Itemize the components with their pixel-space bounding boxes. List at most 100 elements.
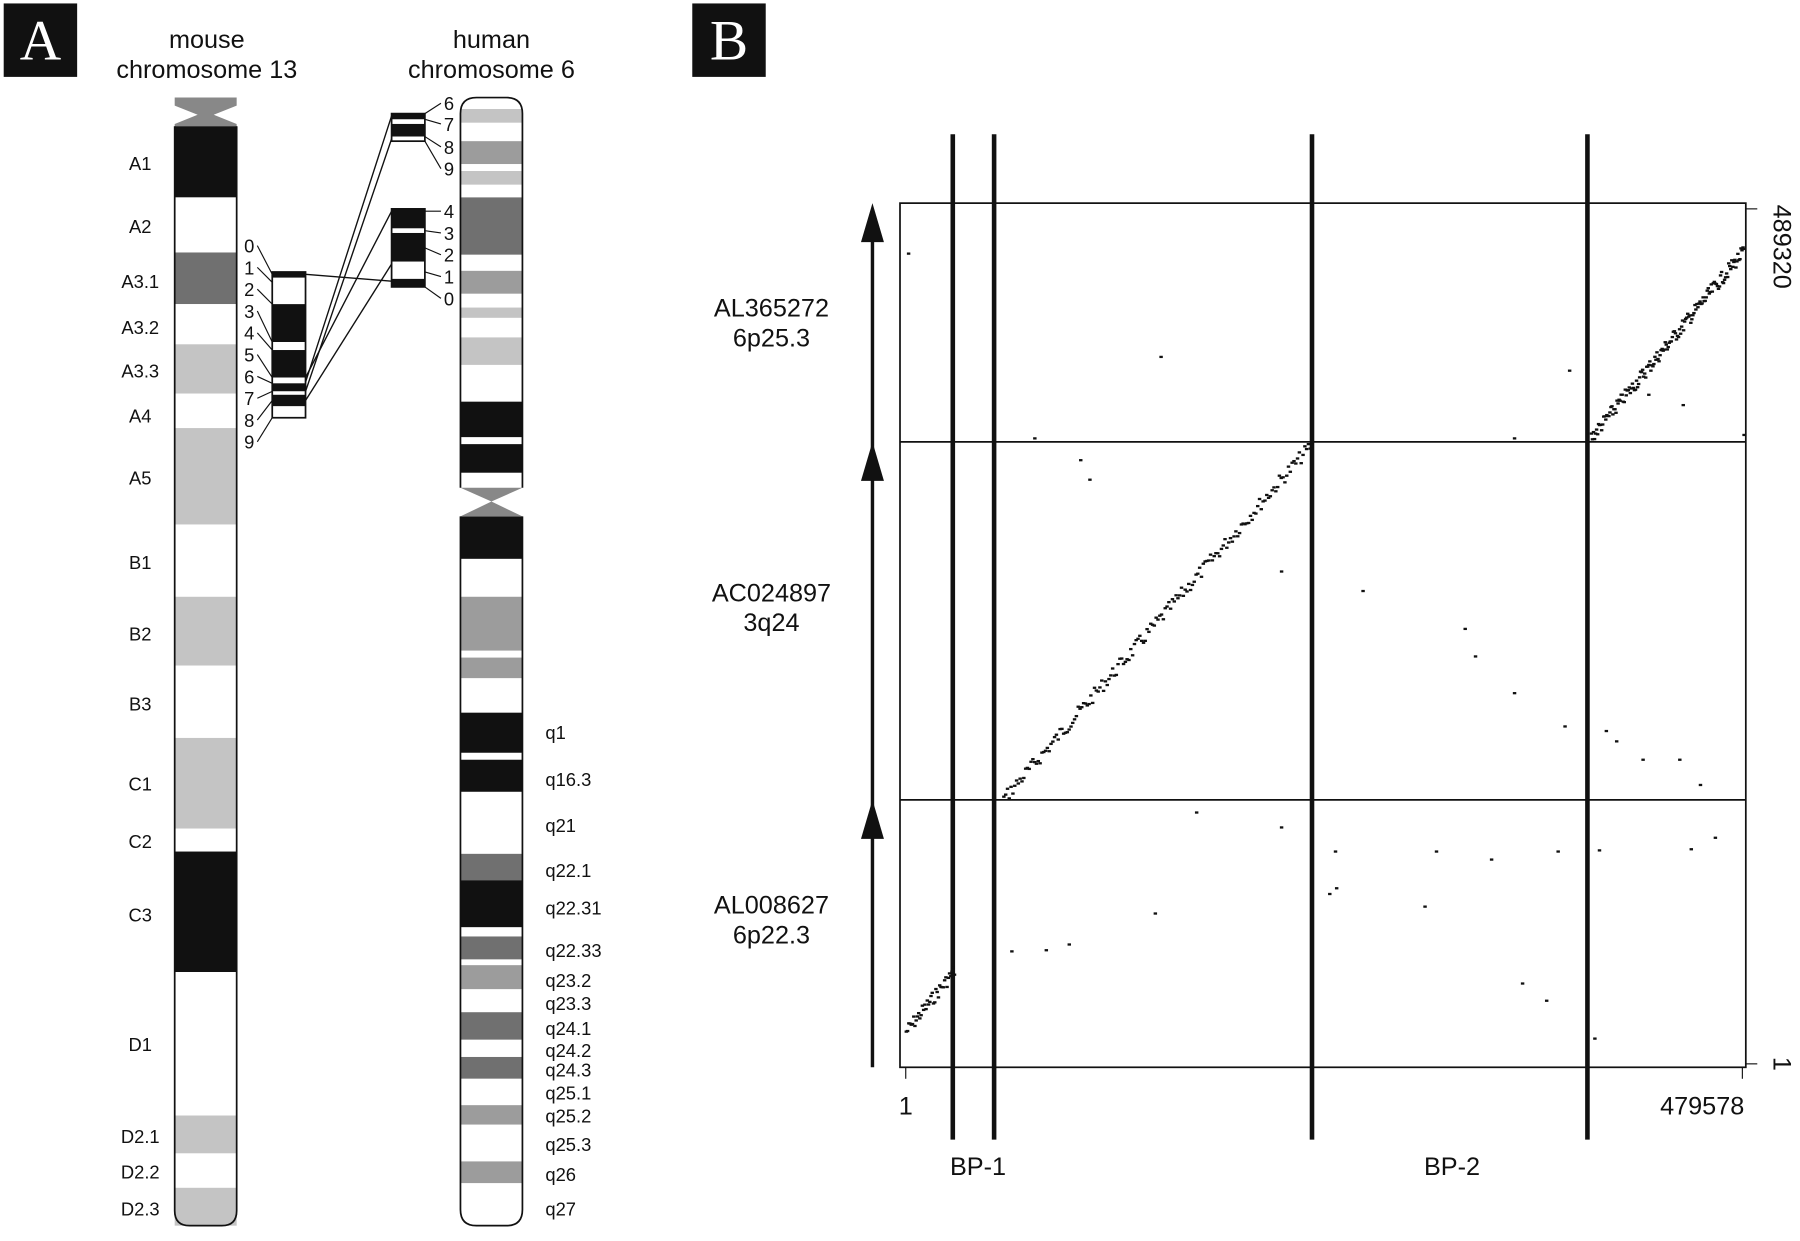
band — [460, 959, 523, 966]
alignment-dot — [1141, 641, 1146, 644]
alignment-dot — [1672, 330, 1677, 333]
alignment-dot — [1684, 316, 1689, 319]
alignment-dot — [1219, 547, 1224, 551]
marker-leader — [256, 310, 273, 343]
marker-label: 8 — [444, 137, 454, 158]
alignment-dot — [1710, 290, 1715, 293]
band — [174, 596, 237, 666]
marker-leader — [257, 390, 273, 399]
alignment-dot — [946, 976, 951, 980]
alignment-dot — [1640, 368, 1645, 371]
alignment-dot — [1272, 486, 1276, 489]
alignment-dot — [1630, 382, 1635, 385]
alignment-dot — [1096, 690, 1100, 693]
alignment-dot — [1246, 521, 1251, 525]
band-label: A1 — [129, 153, 151, 174]
alignment-dot — [1197, 566, 1202, 569]
alignment-dot — [1081, 702, 1086, 705]
alignment-dot — [1034, 762, 1039, 765]
alignment-dot — [951, 966, 955, 969]
alignment-dot — [1170, 598, 1175, 601]
alignment-dot — [933, 1001, 937, 1004]
band — [460, 293, 523, 308]
band-label: A3.3 — [121, 361, 159, 382]
alignment-dot — [1154, 616, 1158, 619]
alignment-dot — [1067, 728, 1071, 731]
alignment-dot — [1174, 594, 1178, 597]
band-label: B1 — [129, 552, 151, 573]
alignment-dot — [1641, 758, 1645, 761]
alignment-dot — [942, 979, 947, 982]
arrowhead — [860, 799, 884, 839]
arrowhead — [860, 203, 884, 243]
marker-leader — [257, 375, 273, 384]
band-label: D2.3 — [121, 1198, 160, 1219]
alignment-dot — [1255, 504, 1260, 508]
alignment-dot — [1188, 588, 1193, 592]
alignment-dot — [1277, 474, 1282, 477]
alignment-dot — [1043, 749, 1048, 752]
zoom-band — [272, 377, 306, 384]
alignment-dot — [1029, 760, 1033, 763]
alignment-dot — [1714, 282, 1719, 286]
band-label: q22.33 — [545, 940, 601, 961]
alignment-dot — [1627, 386, 1632, 389]
alignment-dot — [1654, 358, 1658, 361]
alignment-dot — [1044, 949, 1049, 952]
band — [460, 141, 523, 165]
alignment-dot — [1063, 731, 1068, 734]
alignment-dot — [1656, 357, 1660, 361]
alignment-dot — [1223, 538, 1227, 541]
marker-label: 2 — [444, 245, 454, 266]
alignment-dot — [1610, 405, 1614, 408]
alignment-dot — [1159, 355, 1163, 359]
breakpoint-label: BP-1 — [950, 1153, 1006, 1181]
alignment-dot — [1715, 284, 1720, 288]
alignment-dot — [1259, 508, 1263, 511]
alignment-dot — [910, 1022, 915, 1026]
centromere — [174, 97, 237, 127]
alignment-dot — [1489, 858, 1494, 861]
alignment-dot — [1167, 601, 1171, 604]
alignment-dot — [1266, 496, 1271, 499]
alignment-dot — [1689, 848, 1694, 851]
alignment-dot — [1033, 760, 1037, 764]
alignment-dot — [1002, 795, 1006, 798]
marker-label: 7 — [244, 388, 254, 409]
band-label: C1 — [129, 774, 152, 795]
marker-leader — [256, 417, 273, 443]
alignment-dot — [925, 999, 930, 1002]
zoom-box — [271, 271, 307, 419]
alignment-dot — [1295, 457, 1300, 460]
band — [460, 472, 523, 488]
alignment-dot — [944, 976, 948, 979]
alignment-dot — [1003, 793, 1008, 796]
alignment-dot — [1103, 680, 1108, 683]
alignment-dot — [1328, 892, 1332, 896]
alignment-dot — [1652, 362, 1656, 366]
alignment-dot — [1087, 702, 1091, 706]
alignment-dot — [1165, 605, 1169, 608]
alignment-dot — [1232, 535, 1236, 538]
alignment-dot — [1177, 594, 1182, 597]
alignment-dot — [1179, 586, 1184, 589]
marker-leader — [424, 118, 442, 125]
alignment-dot — [1636, 382, 1641, 386]
marker-label: 6 — [244, 366, 254, 387]
alignment-dot — [947, 972, 952, 975]
alignment-dot — [1698, 300, 1702, 303]
alignment-dot — [1228, 536, 1233, 540]
marker-label: 9 — [444, 159, 454, 180]
alignment-dot — [937, 984, 942, 987]
marker-label: 1 — [244, 257, 254, 278]
alignment-dot — [1681, 403, 1685, 407]
alignment-dot — [1105, 683, 1109, 687]
zoom-band — [391, 228, 425, 233]
alignment-dot — [1080, 706, 1084, 709]
alignment-dot — [1014, 779, 1019, 782]
alignment-dot — [1742, 247, 1746, 251]
alignment-dot — [1736, 252, 1740, 256]
alignment-dot — [905, 1029, 910, 1033]
alignment-dot — [1660, 347, 1664, 351]
alignment-dot — [1663, 341, 1667, 344]
